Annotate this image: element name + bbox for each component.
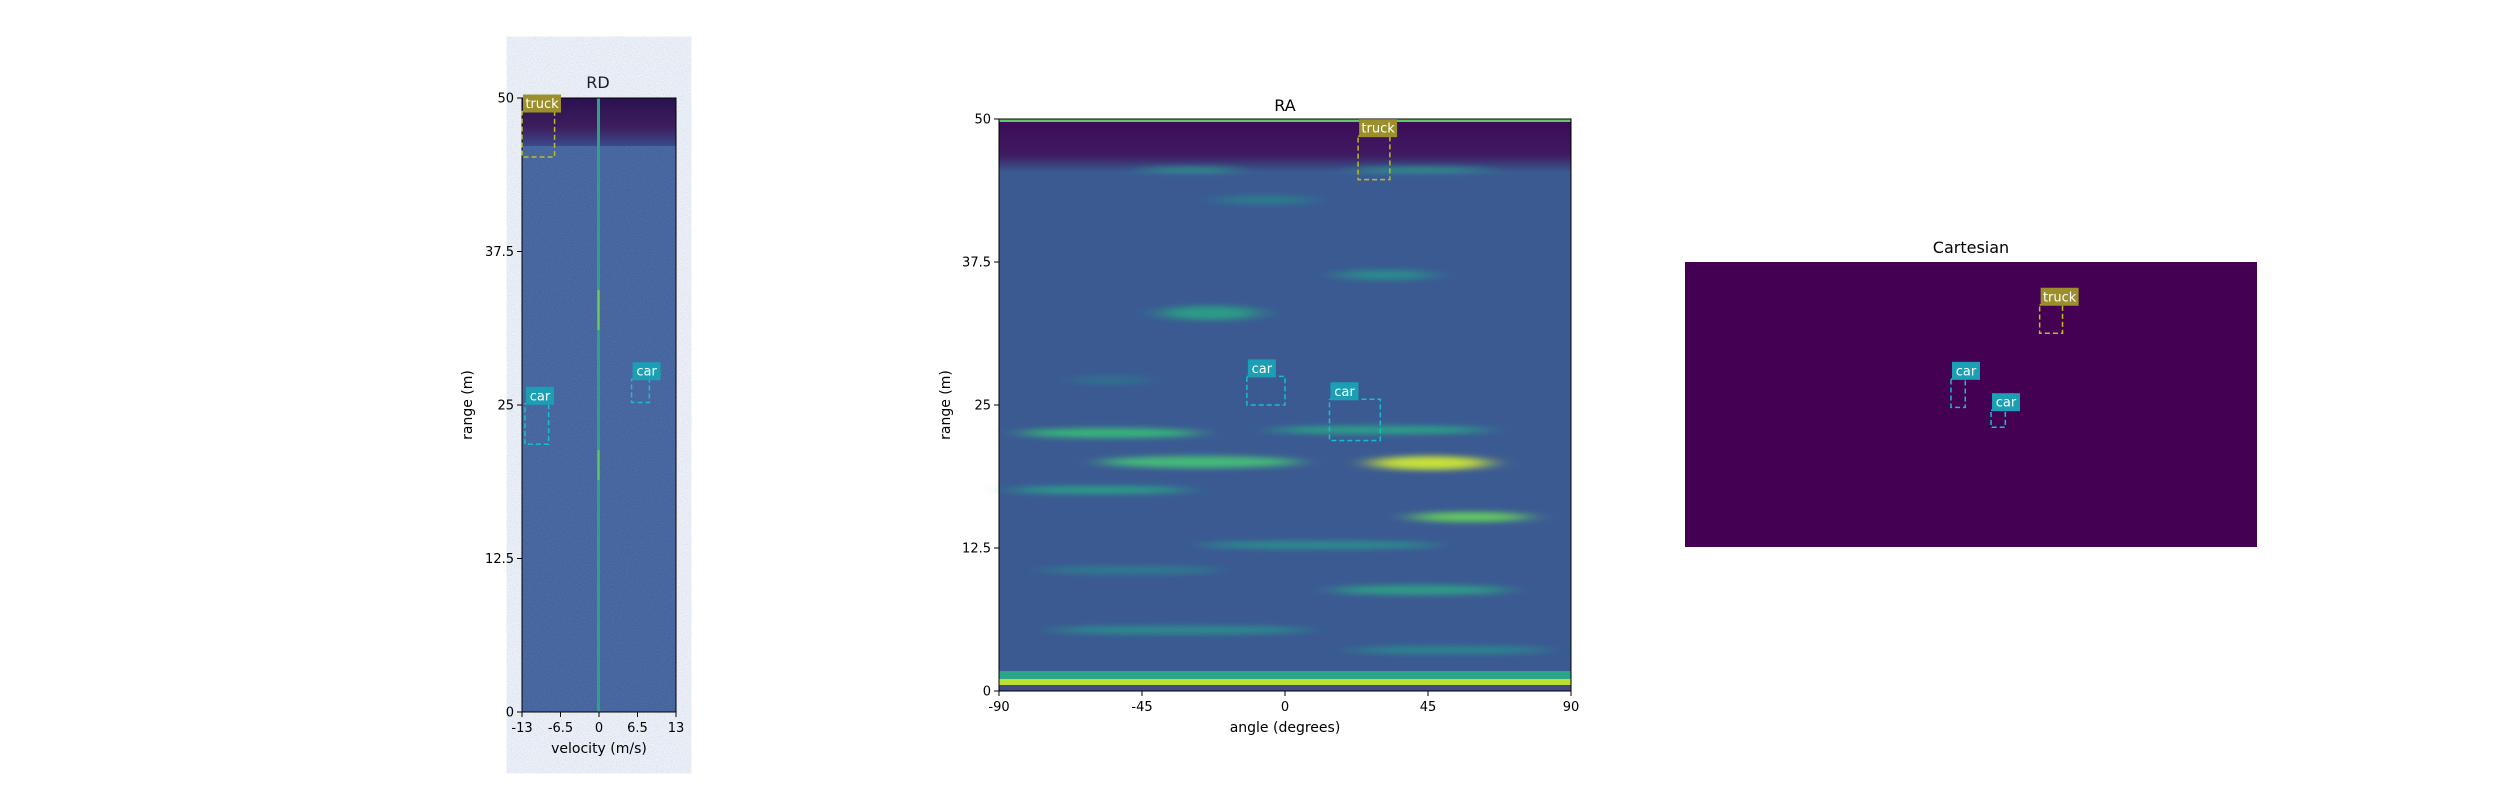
ra-label-text: car — [1252, 362, 1273, 377]
ra-streak — [1215, 196, 1315, 204]
ra-label-text: truck — [1361, 122, 1395, 137]
cartesian-title: Cartesian — [1933, 238, 2009, 257]
ra-y-label: range (m) — [938, 370, 954, 440]
ra-streak — [1010, 486, 1190, 494]
rd-y-tick-label: 37.5 — [485, 245, 514, 260]
ra-streak — [1200, 541, 1440, 549]
rd-y-tick-label: 50 — [497, 92, 514, 107]
cartesian-detection-truck: truck — [2038, 287, 2079, 334]
rd-zero-doppler-highlight — [597, 290, 600, 330]
rd-label-tag — [632, 362, 661, 381]
rd-y-label: range (m) — [460, 370, 476, 440]
ra-x-tick-label: 0 — [1281, 700, 1289, 715]
ra-label-tag — [1247, 359, 1276, 378]
rd-x-tick-label: 13 — [668, 721, 685, 736]
ra-detections: truck car car — [1246, 119, 1398, 442]
rd-x-tick-label: -6.5 — [548, 721, 573, 736]
ra-x-tick-label: -45 — [1131, 700, 1152, 715]
ra-heatmap-bottom-edge — [999, 679, 1571, 685]
ra-streak — [1070, 376, 1150, 384]
ra-y-tick-label: 0 — [983, 685, 991, 700]
ra-streak — [1370, 456, 1490, 470]
ra-streak — [1410, 512, 1530, 522]
ra-detection-car: car — [1246, 359, 1286, 406]
ra-heatmap-bottom-band — [999, 671, 1571, 679]
ra-bounding-box — [1357, 135, 1391, 181]
cartesian-label-tag — [2040, 287, 2079, 306]
ra-streak — [1100, 456, 1300, 468]
ra-detection-car: car — [1328, 382, 1382, 442]
ra-streak — [1020, 428, 1200, 438]
cartesian-detection-car: car — [1950, 361, 1980, 409]
ra-streak — [1350, 646, 1550, 654]
ra-y-tick-label: 50 — [974, 113, 991, 128]
rd-x-tick-label: 6.5 — [627, 721, 648, 736]
ra-streak — [1160, 306, 1260, 320]
rd-y-tick-label: 0 — [506, 706, 514, 721]
rd-label-tag — [523, 94, 561, 113]
cartesian-bounding-box — [1950, 378, 1967, 409]
rd-label-text: truck — [525, 97, 559, 112]
rd-detection-car: car — [630, 362, 661, 404]
ra-y-tick-label: 37.5 — [962, 256, 991, 271]
rd-zero-doppler-highlight-2 — [597, 450, 600, 480]
ra-detection-truck: truck — [1357, 119, 1398, 181]
cartesian-label-text: truck — [2043, 290, 2077, 305]
ra-heatmap-streaks — [1010, 167, 1550, 654]
cartesian-panel: Cartesian truck car car — [1685, 238, 2257, 547]
ra-streak — [1140, 167, 1240, 173]
rd-detections: truck car car — [521, 94, 661, 446]
rd-x-tick-label: -13 — [511, 721, 532, 736]
ra-label-text: car — [1334, 385, 1355, 400]
ra-y-tick-label: 12.5 — [962, 542, 991, 557]
rd-label-text: car — [530, 389, 551, 404]
rd-label-text: car — [636, 365, 657, 380]
rd-plot-area — [521, 97, 677, 713]
ra-x-tick-label: 45 — [1420, 700, 1437, 715]
ra-heatmap-top-edge — [999, 119, 1571, 122]
ra-streak — [1335, 270, 1435, 280]
rd-x-tick-label: 0 — [595, 721, 603, 736]
cartesian-plot-area — [1685, 262, 2257, 547]
rd-detection-truck: truck — [521, 94, 561, 158]
ra-streak — [1350, 167, 1490, 173]
ra-x-tick-label: 90 — [1563, 700, 1580, 715]
rd-x-axis: -13 -6.5 0 6.5 13 — [511, 712, 684, 736]
ra-x-label: angle (degrees) — [1230, 720, 1341, 736]
rd-zero-doppler-line — [597, 98, 600, 712]
cartesian-detection-car: car — [1990, 393, 2021, 429]
rd-x-label: velocity (m/s) — [551, 741, 647, 757]
cartesian-label-text: car — [1996, 396, 2017, 411]
ra-x-axis: -90 -45 0 45 90 — [988, 691, 1579, 715]
cartesian-label-tag — [1951, 361, 1980, 380]
ra-x-tick-label: -90 — [988, 700, 1009, 715]
rd-detection-car: car — [524, 386, 554, 446]
rd-panel: RD -13 -6.5 0 6.5 13 0 12.5 25 37.5 50 truck car c… — [460, 73, 684, 757]
cartesian-detections: truck car car — [1950, 287, 2079, 429]
ra-label-tag — [1359, 119, 1398, 138]
ra-title: RA — [1274, 96, 1295, 115]
rd-y-axis: 0 12.5 25 37.5 50 — [485, 92, 522, 721]
ra-streak — [1330, 585, 1510, 595]
ra-y-tick-label: 25 — [974, 399, 991, 414]
ra-y-axis: 0 12.5 25 37.5 50 — [962, 113, 999, 700]
ra-heatmap-bottom-floor — [999, 685, 1571, 691]
ra-panel: RA — [938, 96, 1579, 736]
ra-plot-area — [998, 118, 1572, 692]
cartesian-label-text: car — [1956, 364, 1977, 379]
rd-title: RD — [586, 73, 609, 92]
ra-heatmap-top-band — [999, 119, 1571, 171]
rd-label-tag — [525, 386, 554, 405]
ra-streak — [1050, 626, 1310, 634]
rd-y-tick-label: 12.5 — [485, 552, 514, 567]
cartesian-label-tag — [1992, 393, 2021, 412]
rd-y-tick-label: 25 — [497, 399, 514, 414]
ra-streak — [1040, 566, 1220, 574]
ra-label-tag — [1330, 382, 1359, 401]
